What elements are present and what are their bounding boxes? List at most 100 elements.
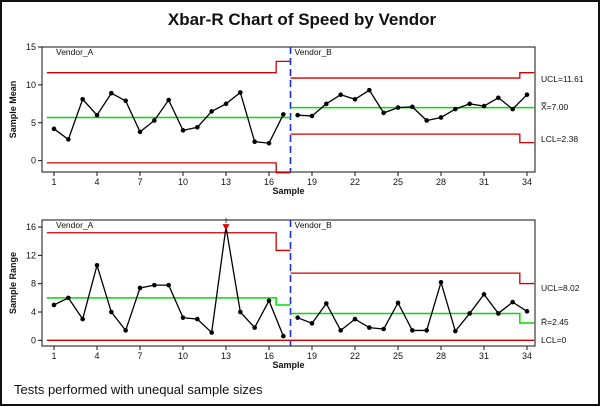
data-point — [281, 112, 286, 117]
center-label: X̿=7.00 — [541, 101, 569, 112]
data-point — [496, 311, 501, 316]
x-tick-label: 16 — [264, 177, 274, 187]
data-point-flagged — [222, 224, 230, 231]
data-point — [524, 92, 530, 98]
ucl-line — [46, 60, 535, 79]
x-axis-label: Sample — [272, 186, 304, 196]
data-point — [94, 263, 100, 268]
x-tick-label: 10 — [178, 177, 188, 187]
data-point — [51, 302, 57, 308]
data-point — [453, 328, 458, 334]
x-tick-label: 10 — [178, 351, 188, 361]
ucl-label: UCL=11.61 — [541, 74, 584, 84]
data-point — [80, 96, 85, 102]
data-point — [367, 325, 372, 330]
x-tick-label: 31 — [479, 177, 489, 187]
center-line-vendor-a — [46, 297, 291, 306]
x-tick-label: 28 — [436, 351, 446, 361]
data-point — [195, 316, 200, 322]
x-axis-label: Sample — [272, 360, 304, 370]
x-tick-label: 7 — [137, 351, 142, 361]
data-point — [410, 104, 415, 110]
data-point — [352, 96, 358, 102]
data-point — [309, 321, 315, 326]
x-tick-label: 13 — [221, 351, 231, 361]
data-point — [424, 328, 429, 333]
x-tick-label: 13 — [221, 177, 231, 187]
data-point — [152, 118, 157, 123]
x-tick-label: 1 — [51, 351, 56, 361]
data-point — [66, 137, 71, 142]
data-point — [395, 105, 401, 110]
y-tick-label: 5 — [31, 118, 36, 128]
data-point — [252, 139, 257, 144]
x-tick-label: 4 — [94, 351, 99, 361]
x-tick-label: 22 — [350, 177, 360, 187]
lcl-line — [46, 133, 535, 174]
data-point — [166, 97, 171, 103]
data-point — [252, 325, 257, 330]
data-point — [381, 110, 386, 116]
data-point — [238, 309, 243, 315]
data-point — [123, 328, 128, 333]
ucl-line — [46, 232, 535, 285]
group-label-vendor-b: Vendor_B — [295, 220, 333, 230]
data-point — [352, 316, 358, 322]
data-point — [266, 298, 272, 303]
data-point — [410, 328, 415, 333]
data-point — [180, 315, 186, 320]
data-point — [295, 112, 300, 118]
y-tick-label: 4 — [31, 307, 36, 317]
data-point — [324, 101, 329, 107]
y-tick-label: 0 — [31, 156, 36, 166]
data-point — [66, 295, 71, 301]
plot-area — [41, 46, 536, 173]
x-tick-label: 31 — [479, 351, 489, 361]
y-axis-label: Sample Mean — [8, 81, 18, 139]
data-point — [80, 316, 85, 322]
data-point — [109, 309, 114, 315]
data-point — [137, 129, 143, 135]
data-point — [137, 285, 143, 291]
data-point — [238, 90, 243, 95]
x-tick-label: 19 — [307, 351, 317, 361]
x-tick-label: 34 — [522, 351, 532, 361]
data-line-vendor-a — [53, 226, 284, 337]
data-point — [510, 106, 515, 112]
data-point — [367, 87, 372, 93]
group-label-vendor-a: Vendor_A — [56, 220, 94, 230]
data-point — [438, 279, 444, 285]
data-point — [467, 101, 472, 107]
data-point — [209, 109, 214, 114]
y-tick-label: 12 — [26, 250, 36, 260]
data-point — [438, 115, 444, 120]
x-tick-label: 34 — [522, 177, 532, 187]
y-tick-label: 8 — [31, 279, 36, 289]
group-label-vendor-b: Vendor_B — [295, 47, 333, 57]
lcl-label: LCL=2.38 — [541, 134, 578, 144]
data-point — [195, 125, 200, 130]
data-point — [109, 90, 114, 96]
data-point — [309, 113, 315, 119]
data-point — [381, 326, 386, 332]
data-point — [51, 126, 57, 132]
data-point — [338, 328, 343, 333]
data-point — [481, 103, 487, 109]
y-tick-label: 0 — [31, 335, 36, 345]
plot-area — [41, 219, 536, 347]
mean-chart: 0 5 10 15 1 4 7 10 13 16 19 22 25 28 31 34 Sample Sample … — [8, 42, 584, 196]
center-line-vendor-b — [290, 312, 535, 324]
data-point — [453, 106, 458, 112]
data-point — [295, 315, 300, 320]
data-point — [281, 333, 286, 339]
data-line-vendor-b — [297, 279, 528, 333]
data-point — [324, 301, 329, 306]
chart-title: Xbar-R Chart of Speed by Vendor — [167, 10, 437, 29]
data-point — [94, 112, 100, 118]
group-label-vendor-a: Vendor_A — [56, 47, 94, 57]
y-tick-label: 15 — [26, 42, 36, 52]
data-point — [481, 292, 487, 297]
x-tick-label: 7 — [137, 177, 142, 187]
